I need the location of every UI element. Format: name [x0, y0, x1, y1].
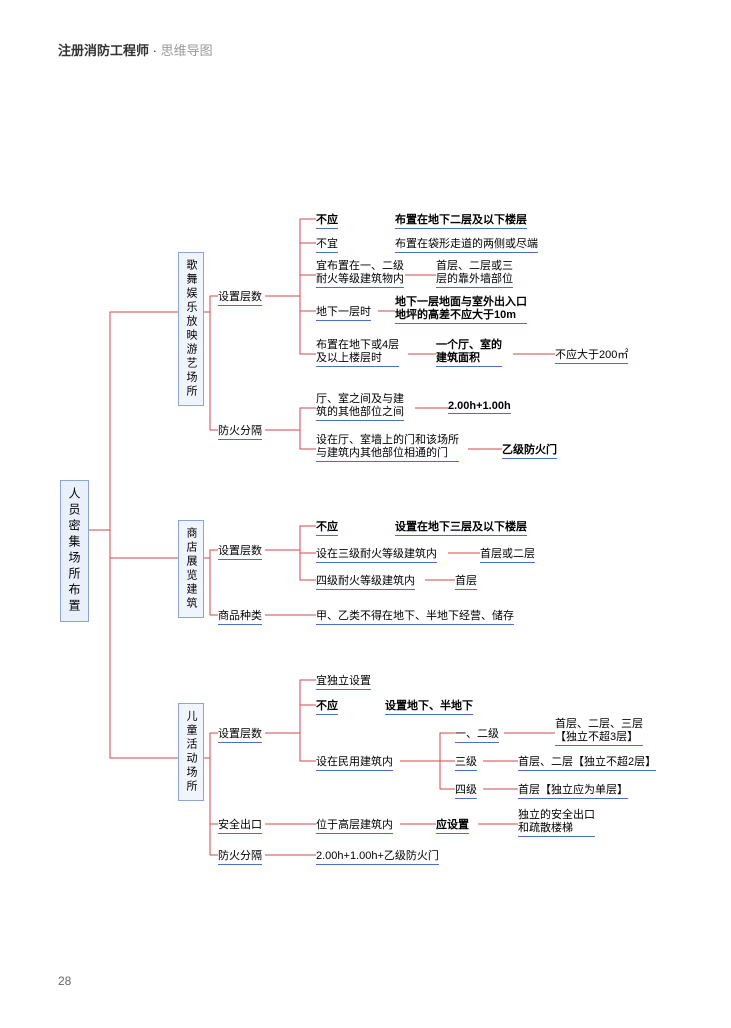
leaf-node: 布置在地下二层及以下楼层 — [395, 211, 527, 229]
branch-label: 商品种类 — [218, 607, 262, 625]
leaf-node: 设置地下、半地下 — [385, 697, 473, 715]
leaf-node: 首层、二层或三层的靠外墙部位 — [436, 260, 513, 288]
leaf-node: 宜布置在一、二级耐火等级建筑物内 — [316, 260, 404, 288]
leaf-node: 独立的安全出口和疏散楼梯 — [518, 809, 595, 837]
mindmap-diagram: 人员密集场所布置歌舞娱乐放映游艺场所商店展览建筑儿童活动场所设置层数防火分隔设置… — [0, 0, 731, 1028]
leaf-node: 设置在地下三层及以下楼层 — [395, 518, 527, 536]
leaf-node: 地下一层地面与室外出入口地坪的高差不应大于10m — [395, 296, 527, 324]
leaf-node: 首层【独立应为单层】 — [518, 781, 628, 799]
branch-label: 防火分隔 — [218, 422, 262, 440]
leaf-node: 首层 — [455, 572, 477, 590]
leaf-node: 厅、室之间及与建筑的其他部位之间 — [316, 393, 404, 421]
branch-label: 设置层数 — [218, 542, 262, 560]
leaf-node: 设在民用建筑内 — [316, 753, 393, 771]
page-number: 28 — [58, 974, 71, 988]
branch-label: 设置层数 — [218, 725, 262, 743]
branch-label: 设置层数 — [218, 288, 262, 306]
leaf-node: 设在厅、室墙上的门和该场所与建筑内其他部位相通的门 — [316, 434, 459, 462]
group-node-g2: 商店展览建筑 — [178, 520, 204, 618]
leaf-node: 应设置 — [436, 816, 469, 834]
leaf-node: 一、二级 — [455, 725, 499, 743]
group-node-g3: 儿童活动场所 — [178, 703, 204, 801]
leaf-node: 位于高层建筑内 — [316, 816, 393, 834]
leaf-node: 首层、二层【独立不超2层】 — [518, 753, 656, 771]
leaf-node: 四级耐火等级建筑内 — [316, 572, 415, 590]
leaf-node: 布置在地下或4层及以上楼层时 — [316, 339, 399, 367]
leaf-node: 2.00h+1.00h+乙级防火门 — [316, 847, 439, 865]
leaf-node: 不宜 — [316, 235, 338, 253]
leaf-node: 不应 — [316, 697, 338, 715]
connector-lines — [0, 0, 731, 1028]
leaf-node: 首层或二层 — [480, 545, 535, 563]
leaf-node: 不应 — [316, 518, 338, 536]
leaf-node: 设在三级耐火等级建筑内 — [316, 545, 437, 563]
leaf-node: 布置在袋形走道的两侧或尽端 — [395, 235, 538, 253]
leaf-node: 不应 — [316, 211, 338, 229]
leaf-node: 甲、乙类不得在地下、半地下经营、储存 — [316, 607, 514, 625]
leaf-node: 三级 — [455, 753, 477, 771]
leaf-node: 四级 — [455, 781, 477, 799]
group-node-g1: 歌舞娱乐放映游艺场所 — [178, 252, 204, 406]
leaf-node: 2.00h+1.00h — [448, 400, 511, 414]
leaf-node: 不应大于200㎡ — [555, 346, 628, 364]
leaf-node: 乙级防火门 — [502, 441, 557, 459]
leaf-node: 地下一层时 — [316, 303, 371, 321]
root-node: 人员密集场所布置 — [60, 480, 89, 622]
leaf-node: 首层、二层、三层【独立不超3层】 — [555, 718, 643, 746]
branch-label: 安全出口 — [218, 816, 262, 834]
leaf-node: 宜独立设置 — [316, 672, 371, 690]
leaf-node: 一个厅、室的建筑面积 — [436, 339, 502, 367]
branch-label: 防火分隔 — [218, 847, 262, 865]
